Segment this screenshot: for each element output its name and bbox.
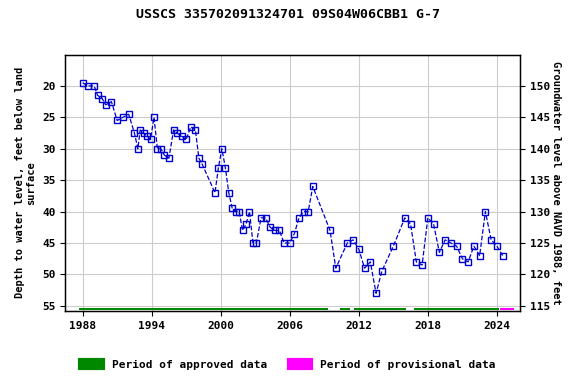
Y-axis label: Depth to water level, feet below land
surface: Depth to water level, feet below land su… <box>15 67 37 298</box>
Bar <box>501 308 514 310</box>
Text: USSCS 335702091324701 09S04W06CBB1 G-7: USSCS 335702091324701 09S04W06CBB1 G-7 <box>136 8 440 21</box>
Legend: Period of approved data, Period of provisional data: Period of approved data, Period of provi… <box>76 356 500 375</box>
Bar <box>354 308 406 310</box>
Bar <box>414 308 499 310</box>
Bar <box>79 308 328 310</box>
Y-axis label: Groundwater level above NAVD 1988, feet: Groundwater level above NAVD 1988, feet <box>551 61 561 305</box>
Bar <box>340 308 350 310</box>
